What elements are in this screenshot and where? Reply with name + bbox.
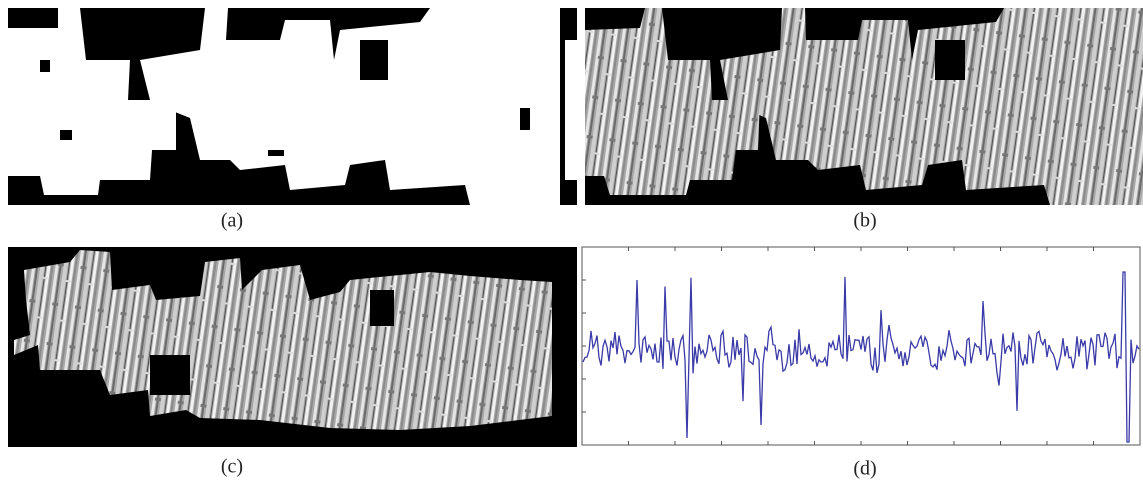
waveform	[582, 271, 1140, 443]
panel-d	[581, 246, 1141, 446]
panel-a	[8, 8, 577, 205]
panel-b	[585, 8, 1143, 205]
panel-c	[8, 247, 577, 447]
caption: (b)	[853, 210, 876, 232]
caption: (c)	[221, 456, 243, 478]
caption: (d)	[853, 458, 876, 480]
tick-marks	[581, 246, 1141, 446]
caption: (a)	[221, 210, 243, 232]
